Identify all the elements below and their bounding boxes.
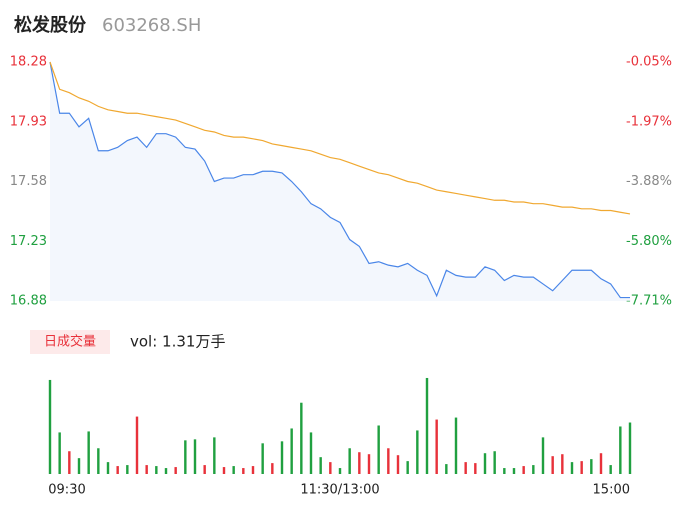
volume-bar: [348, 448, 351, 474]
volume-bar: [164, 468, 168, 474]
volume-bar: [309, 432, 313, 474]
volume-bar: [184, 440, 187, 474]
volume-bar: [77, 458, 81, 474]
average-line: [49, 61, 631, 215]
volume-bar: [454, 417, 458, 474]
x-tick-label: 11:30/13:00: [300, 483, 379, 498]
volume-bar: [483, 453, 487, 474]
y2-tick-label: -3.88%: [626, 174, 672, 189]
volume-bar: [329, 462, 332, 474]
volume-bar: [271, 463, 274, 474]
volume-bar: [599, 453, 603, 474]
volume-bar: [580, 461, 583, 474]
stock-name: 松发股份: [14, 14, 87, 36]
volume-bar: [145, 465, 148, 474]
volume-bar: [570, 462, 574, 474]
y-tick-label: 17.93: [10, 114, 47, 129]
volume-bar: [406, 461, 409, 474]
volume-bar: [551, 456, 554, 474]
volume-bar: [416, 430, 419, 474]
volume-bar: [493, 451, 496, 474]
volume-bar: [590, 459, 593, 474]
volume-bar: [377, 425, 380, 474]
volume-bar: [135, 416, 139, 474]
y-tick-label: 17.23: [10, 234, 47, 249]
volume-bar: [609, 465, 612, 474]
y2-tick-label: -5.80%: [626, 234, 672, 249]
y-tick-label: 16.88: [10, 294, 47, 309]
volume-bar: [338, 468, 342, 474]
volume-bar: [48, 379, 52, 474]
volume-bar: [435, 419, 438, 474]
volume-bar: [445, 464, 448, 474]
volume-bar: [222, 467, 226, 474]
volume-bar: [300, 402, 303, 474]
volume-bar: [319, 457, 322, 474]
volume-bar: [503, 468, 506, 474]
volume-bar: [58, 432, 61, 474]
volume-bar: [87, 431, 90, 474]
volume-bar: [213, 437, 216, 474]
volume-bar: [474, 463, 477, 474]
volume-bar: [532, 465, 535, 474]
y2-tick-label: -7.71%: [626, 294, 672, 309]
x-tick-label: 09:30: [48, 483, 85, 498]
volume-bar: [387, 448, 390, 474]
y2-tick-label: -1.97%: [626, 114, 672, 129]
stock-code: 603268.SH: [102, 15, 201, 36]
volume-bar: [174, 467, 177, 474]
volume-bar: [155, 466, 158, 474]
volume-bar: [396, 455, 400, 474]
volume-bar: [242, 468, 245, 474]
price-line: [49, 61, 630, 299]
x-tick-label: 15:00: [593, 483, 630, 498]
volume-bar: [619, 426, 622, 474]
volume-bar: [561, 454, 564, 474]
volume-bar: [261, 443, 264, 474]
volume-bar: [425, 377, 429, 474]
volume-bar: [116, 466, 119, 474]
price-area: [50, 62, 630, 301]
volume-bar: [280, 441, 284, 474]
volume-bar: [522, 466, 525, 474]
volume-bar: [290, 428, 293, 474]
y2-tick-label: -0.05%: [626, 55, 672, 70]
volume-bar: [232, 466, 235, 474]
volume-tab-bg: [30, 330, 110, 354]
volume-tab: 日成交量: [44, 334, 96, 350]
volume-bar: [628, 422, 632, 474]
volume-bar: [512, 468, 516, 474]
volume-bar: [97, 448, 100, 474]
y-tick-label: 18.28: [10, 55, 47, 70]
volume-bar: [251, 466, 255, 474]
y-tick-label: 17.58: [10, 174, 47, 189]
volume-bar: [193, 439, 197, 474]
volume-bar: [106, 462, 110, 474]
volume-bar: [367, 454, 371, 474]
volume-label: vol: 1.31万手: [130, 333, 225, 351]
volume-bar: [358, 452, 361, 474]
volume-bar: [126, 465, 129, 474]
volume-bar: [68, 451, 71, 474]
volume-bar: [541, 437, 545, 474]
volume-bar: [464, 462, 467, 474]
volume-bar: [203, 465, 206, 474]
